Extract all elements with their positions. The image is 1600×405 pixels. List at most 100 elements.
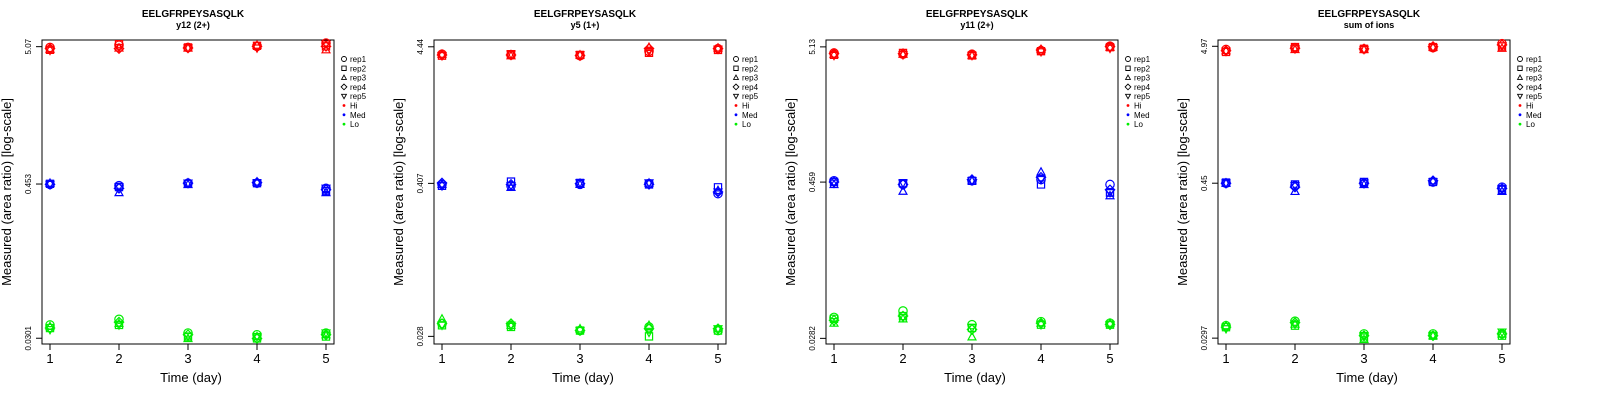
x-tick-label: 5 bbox=[1106, 351, 1113, 366]
point-hi-rep3-day2 bbox=[898, 48, 908, 58]
x-tick-label: 2 bbox=[899, 351, 906, 366]
point-med-rep5-day2 bbox=[898, 179, 908, 189]
point-med-rep3-day4 bbox=[1036, 166, 1046, 176]
x-tick-label: 5 bbox=[714, 351, 721, 366]
point-med-rep4-day5 bbox=[320, 184, 332, 196]
x-tick-label: 3 bbox=[184, 351, 191, 366]
point-med-rep4-day5 bbox=[1104, 184, 1116, 196]
x-tick-label: 4 bbox=[1429, 351, 1436, 366]
legend-label-rep2: rep2 bbox=[742, 64, 759, 73]
y-axis-label: Measured (area ratio) [log-scale] bbox=[0, 98, 14, 286]
y-tick-label: 5.07 bbox=[24, 38, 33, 54]
plot-frame bbox=[1217, 39, 1511, 345]
x-tick-label: 5 bbox=[1498, 351, 1505, 366]
point-hi-rep3-day5 bbox=[1105, 41, 1115, 51]
legend-label-rep1: rep1 bbox=[742, 55, 759, 64]
point-hi-rep5-day4 bbox=[1428, 44, 1438, 54]
point-lo-rep4-day2 bbox=[113, 316, 125, 328]
legend-marker-rep3 bbox=[1516, 74, 1524, 80]
legend-marker-rep2 bbox=[341, 65, 347, 71]
point-lo-rep5-day5 bbox=[1105, 321, 1115, 331]
point-med-rep3-day2 bbox=[1290, 185, 1300, 196]
point-med-rep4-day1 bbox=[436, 177, 448, 189]
point-hi-rep3-day5 bbox=[713, 42, 723, 52]
point-med-rep3-day2 bbox=[114, 187, 124, 197]
point-hi-rep5-day5 bbox=[321, 40, 331, 50]
chart-title: EELGFRPEYSASQLK bbox=[1318, 9, 1421, 20]
chart-subtitle: y11 (2+) bbox=[960, 20, 993, 30]
legend-marker-rep2 bbox=[1517, 65, 1523, 71]
legend-label-Lo: Lo bbox=[350, 120, 359, 129]
x-tick-label: 2 bbox=[115, 351, 122, 366]
point-lo-rep5-day4 bbox=[644, 328, 654, 338]
legend-marker-rep2 bbox=[733, 65, 739, 71]
chart-title: EELGFRPEYSASQLK bbox=[534, 9, 637, 20]
point-hi-rep5-day5 bbox=[713, 45, 723, 55]
legend-label-rep5: rep5 bbox=[350, 92, 367, 101]
point-lo-rep3-day3 bbox=[967, 331, 977, 341]
point-med-rep5-day4 bbox=[252, 179, 262, 189]
y-tick-label: 0.0282 bbox=[808, 326, 817, 351]
y-tick-label: 0.0297 bbox=[1200, 325, 1209, 350]
point-hi-rep3-day1 bbox=[45, 43, 55, 53]
point-hi-rep4-day4 bbox=[643, 43, 655, 55]
point-med-rep5-day3 bbox=[575, 179, 585, 189]
point-lo-rep5-day3 bbox=[183, 332, 193, 342]
point-med-rep4-day4 bbox=[643, 178, 655, 190]
plot-frame bbox=[825, 39, 1119, 345]
x-tick-label: 1 bbox=[438, 351, 445, 366]
plot-frame bbox=[433, 39, 727, 345]
y-axis-label: Measured (area ratio) [log-scale] bbox=[391, 98, 406, 286]
legend-label-rep4: rep4 bbox=[1134, 83, 1151, 92]
legend-label-Hi: Hi bbox=[742, 102, 750, 111]
point-lo-rep5-day2 bbox=[898, 313, 908, 323]
point-lo-rep3-day4 bbox=[644, 319, 654, 329]
legend-marker-rep1 bbox=[1125, 56, 1131, 62]
point-med-rep5-day3 bbox=[183, 179, 193, 189]
plot-frame bbox=[41, 39, 335, 345]
legend-marker-rep4 bbox=[732, 83, 740, 91]
point-lo-rep5-day2 bbox=[114, 321, 124, 331]
point-hi-rep4-day5 bbox=[320, 40, 332, 52]
point-lo-rep1-day4 bbox=[644, 322, 654, 332]
legend-marker-Hi bbox=[1126, 104, 1130, 107]
x-tick-label: 4 bbox=[645, 351, 652, 366]
point-med-rep3-day4 bbox=[252, 176, 262, 186]
point-med-rep5-day1 bbox=[829, 179, 839, 189]
point-lo-rep4-day4 bbox=[251, 332, 263, 344]
chart-subtitle: y12 (2+) bbox=[176, 20, 210, 30]
point-hi-rep5-day4 bbox=[1036, 48, 1046, 58]
x-tick-label: 2 bbox=[1291, 351, 1298, 366]
legend-label-rep1: rep1 bbox=[1526, 55, 1543, 64]
legend-marker-rep5 bbox=[340, 93, 348, 100]
point-med-rep5-day5 bbox=[321, 184, 331, 194]
y-axis-label: Measured (area ratio) [log-scale] bbox=[1175, 98, 1190, 286]
legend-marker-Med bbox=[1518, 113, 1522, 117]
legend-label-rep1: rep1 bbox=[350, 55, 367, 64]
point-med-rep5-day1 bbox=[437, 182, 447, 192]
point-lo-rep5-day1 bbox=[437, 321, 447, 331]
legend-label-Lo: Lo bbox=[742, 120, 751, 129]
legend-label-rep4: rep4 bbox=[350, 83, 367, 92]
point-med-rep5-day5 bbox=[1105, 189, 1115, 199]
point-lo-rep5-day5 bbox=[713, 325, 723, 335]
point-med-rep5-day2 bbox=[114, 183, 124, 193]
y-tick-label: 0.028 bbox=[416, 326, 425, 347]
point-hi-rep5-day3 bbox=[967, 51, 977, 61]
legend-label-Hi: Hi bbox=[1526, 102, 1534, 111]
point-lo-rep4-day5 bbox=[1496, 328, 1508, 340]
point-lo-rep5-day3 bbox=[1359, 332, 1369, 342]
legend-marker-Lo bbox=[342, 122, 346, 126]
point-med-rep5-day1 bbox=[1221, 179, 1231, 189]
x-tick-label: 3 bbox=[576, 351, 583, 366]
point-lo-rep3-day4 bbox=[1036, 317, 1046, 327]
legend-label-rep2: rep2 bbox=[350, 64, 367, 73]
legend-marker-rep1 bbox=[1517, 56, 1523, 62]
point-lo-rep5-day1 bbox=[1221, 325, 1231, 335]
point-med-rep5-day1 bbox=[45, 180, 55, 190]
point-lo-rep5-day1 bbox=[829, 317, 839, 328]
legend-marker-Lo bbox=[1126, 122, 1130, 126]
legend-marker-rep5 bbox=[732, 93, 740, 100]
